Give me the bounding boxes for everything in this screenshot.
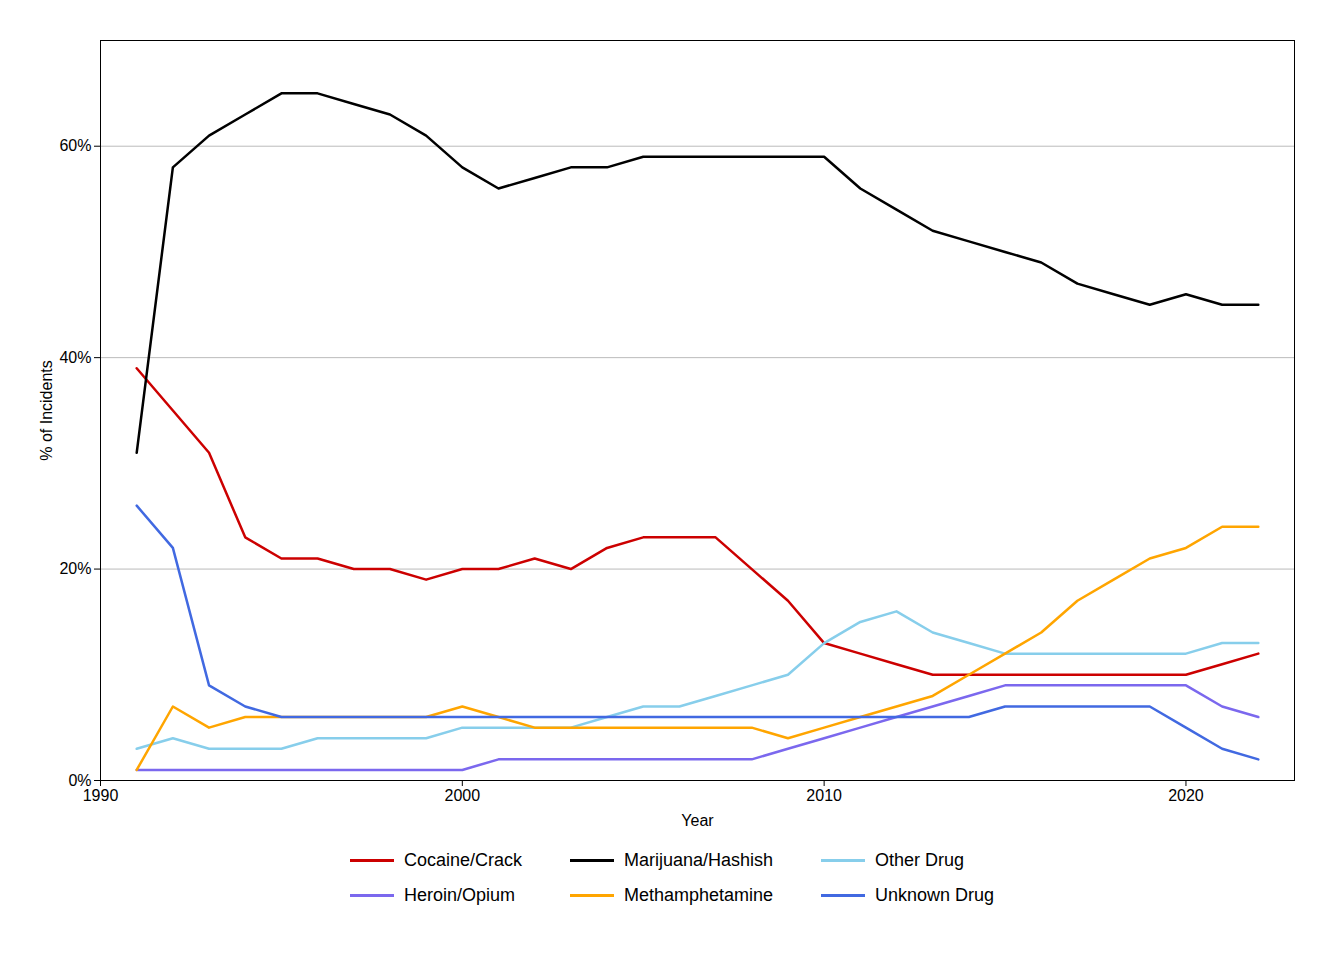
html-text:Marijuana/Hashish: Marijuana/Hashish [623, 850, 773, 870]
html-text:Unknown Drug: Unknown Drug [875, 885, 995, 905]
svg-text:60%: 60% [59, 137, 91, 154]
svg-text:2000: 2000 [445, 787, 481, 804]
svg-text:20%: 20% [59, 560, 91, 577]
svg-text:0%: 0% [68, 771, 92, 789]
html-text:Heroin/Opium: Heroin/Opium [403, 885, 515, 905]
svg-text:2020: 2020 [1168, 787, 1204, 804]
svg-text:40%: 40% [59, 349, 91, 366]
svg-text:2010: 2010 [806, 787, 842, 804]
svg-text:% of Incidents: % of Incidents [38, 360, 55, 461]
html-text:Methamphetamine: Methamphetamine [623, 885, 773, 905]
html-text:Cocaine/Crack: Cocaine/Crack [403, 850, 522, 870]
svg-text:1990: 1990 [83, 787, 119, 804]
html-text:Other Drug: Other Drug [875, 850, 965, 870]
svg-text:Year: Year [681, 812, 714, 829]
